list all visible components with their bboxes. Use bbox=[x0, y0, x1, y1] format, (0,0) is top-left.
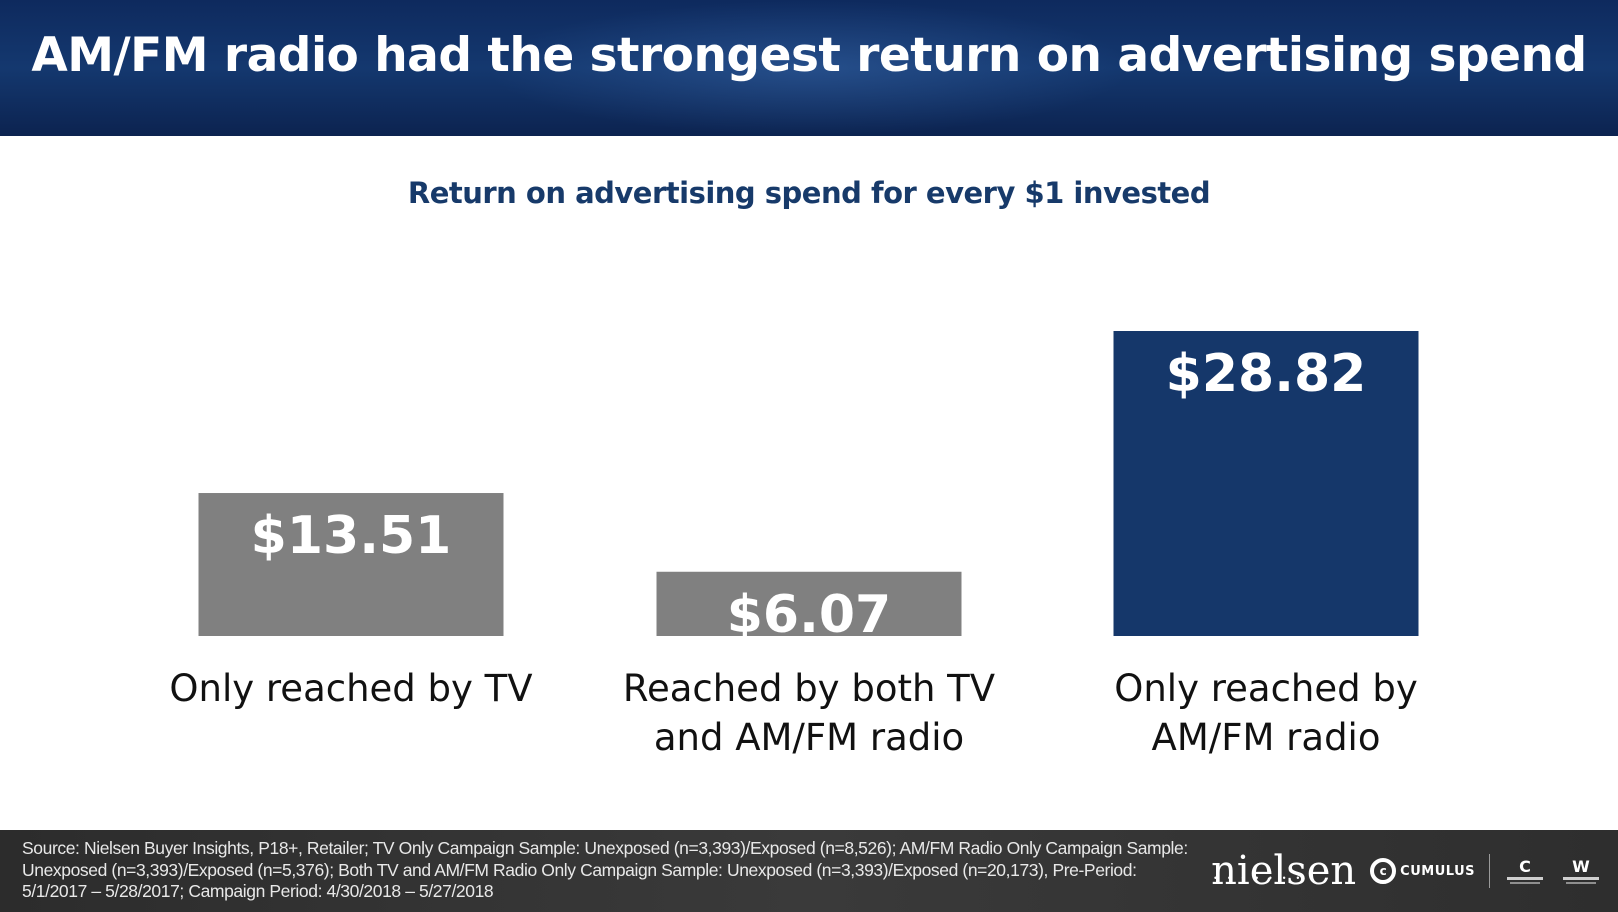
logo-divider bbox=[1489, 854, 1490, 888]
cumulus-logo: c CUMULUS bbox=[1370, 858, 1475, 884]
chart-title: Return on advertising spend for every $1… bbox=[407, 176, 1211, 210]
cumulus-c-icon: c bbox=[1370, 858, 1397, 884]
category-label-3-line-1: Only reached by bbox=[1114, 667, 1418, 710]
nielsen-logo: nielsen •••••••• bbox=[1211, 851, 1356, 891]
bar-chart: $13.51 Only reached by TV $6.07 Reached by … bbox=[169, 331, 1419, 759]
data-label-2: $6.07 bbox=[727, 585, 891, 645]
category-label-2-line-1: Reached by both TV bbox=[623, 667, 995, 710]
bar-3 bbox=[1113, 331, 1419, 636]
category-label-1-line-1: Only reached by TV bbox=[169, 667, 532, 710]
cumulus-radio-icon: C bbox=[1504, 854, 1546, 888]
data-label-1: $13.51 bbox=[251, 506, 452, 566]
category-label-3-line-2: AM/FM radio bbox=[1152, 716, 1381, 759]
banner-glow bbox=[485, 0, 1133, 136]
category-label-2-line-2: and AM/FM radio bbox=[654, 716, 964, 759]
nielsen-wordmark: nielsen bbox=[1211, 848, 1357, 894]
title-banner: AM/FM radio had the strongest return on … bbox=[0, 0, 1618, 136]
page-title: AM/FM radio had the strongest return on … bbox=[31, 28, 1587, 83]
westwood-one-icon: W bbox=[1560, 854, 1602, 888]
bar-2 bbox=[656, 571, 962, 636]
footer: Source: Nielsen Buyer Insights, P18+, Re… bbox=[0, 830, 1618, 912]
nielsen-dots: •••••••• bbox=[1213, 874, 1323, 883]
data-label-3: $28.82 bbox=[1166, 344, 1367, 404]
logo-strip: nielsen •••••••• c CUMULUS C W bbox=[1211, 844, 1602, 898]
cumulus-wordmark: CUMULUS bbox=[1400, 863, 1475, 879]
bar-1 bbox=[198, 493, 504, 636]
source-note: Source: Nielsen Buyer Insights, P18+, Re… bbox=[22, 838, 1188, 901]
